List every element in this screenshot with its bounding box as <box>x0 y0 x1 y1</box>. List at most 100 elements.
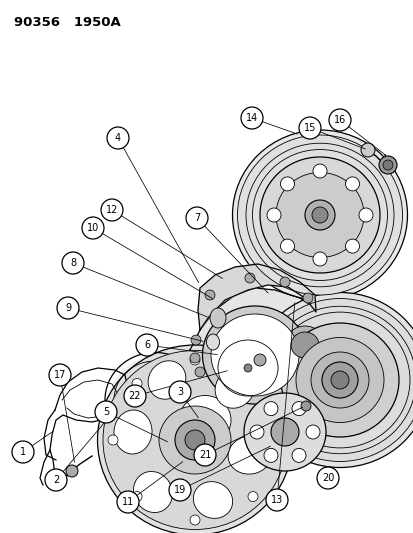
Circle shape <box>302 293 312 303</box>
Circle shape <box>57 297 79 319</box>
Circle shape <box>247 378 257 389</box>
Ellipse shape <box>114 410 152 454</box>
Ellipse shape <box>284 326 324 364</box>
Circle shape <box>312 252 326 266</box>
Circle shape <box>291 402 305 416</box>
Text: 16: 16 <box>333 115 345 125</box>
Circle shape <box>304 200 334 230</box>
Text: 20: 20 <box>321 473 333 483</box>
Circle shape <box>12 441 34 463</box>
Ellipse shape <box>133 472 172 513</box>
Circle shape <box>169 479 190 501</box>
Ellipse shape <box>206 334 219 350</box>
Ellipse shape <box>211 314 298 396</box>
Circle shape <box>82 217 104 239</box>
Ellipse shape <box>249 293 413 467</box>
Text: 3: 3 <box>176 387 183 397</box>
Circle shape <box>312 164 326 178</box>
Ellipse shape <box>228 436 271 474</box>
Text: 22: 22 <box>128 391 141 401</box>
Circle shape <box>271 435 281 445</box>
Circle shape <box>190 335 201 345</box>
Circle shape <box>169 381 190 403</box>
Circle shape <box>107 127 129 149</box>
Text: 2: 2 <box>53 475 59 485</box>
Ellipse shape <box>97 345 292 533</box>
Circle shape <box>263 402 277 416</box>
Circle shape <box>291 448 305 463</box>
Ellipse shape <box>237 135 401 295</box>
Circle shape <box>45 469 67 491</box>
Circle shape <box>345 239 358 253</box>
Circle shape <box>132 491 142 502</box>
Circle shape <box>345 177 358 191</box>
Circle shape <box>175 420 214 460</box>
Circle shape <box>132 378 142 389</box>
Ellipse shape <box>243 393 325 471</box>
Circle shape <box>117 491 139 513</box>
Circle shape <box>263 448 277 463</box>
Text: 12: 12 <box>106 205 118 215</box>
Circle shape <box>194 444 216 466</box>
Ellipse shape <box>148 361 185 399</box>
Circle shape <box>168 438 178 448</box>
Circle shape <box>360 143 374 157</box>
Text: 21: 21 <box>198 450 211 460</box>
Ellipse shape <box>193 482 232 519</box>
Circle shape <box>101 199 123 221</box>
Circle shape <box>247 491 257 502</box>
Ellipse shape <box>109 357 200 443</box>
Circle shape <box>266 489 287 511</box>
Circle shape <box>266 208 280 222</box>
Ellipse shape <box>310 352 368 408</box>
Text: 14: 14 <box>245 113 257 123</box>
Ellipse shape <box>215 368 254 408</box>
Ellipse shape <box>178 395 230 445</box>
Ellipse shape <box>209 308 225 328</box>
Circle shape <box>124 385 146 407</box>
Ellipse shape <box>259 157 379 273</box>
Circle shape <box>240 107 262 129</box>
Circle shape <box>108 435 118 445</box>
Text: 7: 7 <box>193 213 199 223</box>
Circle shape <box>280 177 294 191</box>
Circle shape <box>66 465 78 477</box>
Ellipse shape <box>290 332 318 358</box>
Polygon shape <box>197 264 315 330</box>
Circle shape <box>204 290 214 300</box>
Circle shape <box>136 334 158 356</box>
Circle shape <box>305 425 319 439</box>
Text: 8: 8 <box>70 258 76 268</box>
Text: 1: 1 <box>20 447 26 457</box>
Ellipse shape <box>295 337 383 423</box>
Circle shape <box>185 207 207 229</box>
Text: 9: 9 <box>65 303 71 313</box>
Circle shape <box>298 117 320 139</box>
Text: 6: 6 <box>144 340 150 350</box>
Circle shape <box>49 364 71 386</box>
Circle shape <box>190 355 199 365</box>
Ellipse shape <box>103 351 286 529</box>
Text: 10: 10 <box>87 223 99 233</box>
Circle shape <box>271 418 298 446</box>
Text: 90356   1950A: 90356 1950A <box>14 16 121 29</box>
Text: 17: 17 <box>54 370 66 380</box>
Circle shape <box>280 239 294 253</box>
Ellipse shape <box>159 406 230 474</box>
Circle shape <box>321 362 357 398</box>
Circle shape <box>382 160 392 170</box>
Ellipse shape <box>171 388 238 452</box>
Circle shape <box>190 353 199 363</box>
Circle shape <box>316 467 338 489</box>
Circle shape <box>328 109 350 131</box>
Polygon shape <box>188 288 321 390</box>
Text: 13: 13 <box>270 495 282 505</box>
Circle shape <box>300 401 310 411</box>
Text: 19: 19 <box>173 485 186 495</box>
Circle shape <box>330 371 348 389</box>
Ellipse shape <box>255 298 413 462</box>
Circle shape <box>95 401 117 423</box>
Circle shape <box>254 354 266 366</box>
Text: 11: 11 <box>121 497 134 507</box>
Circle shape <box>378 156 396 174</box>
